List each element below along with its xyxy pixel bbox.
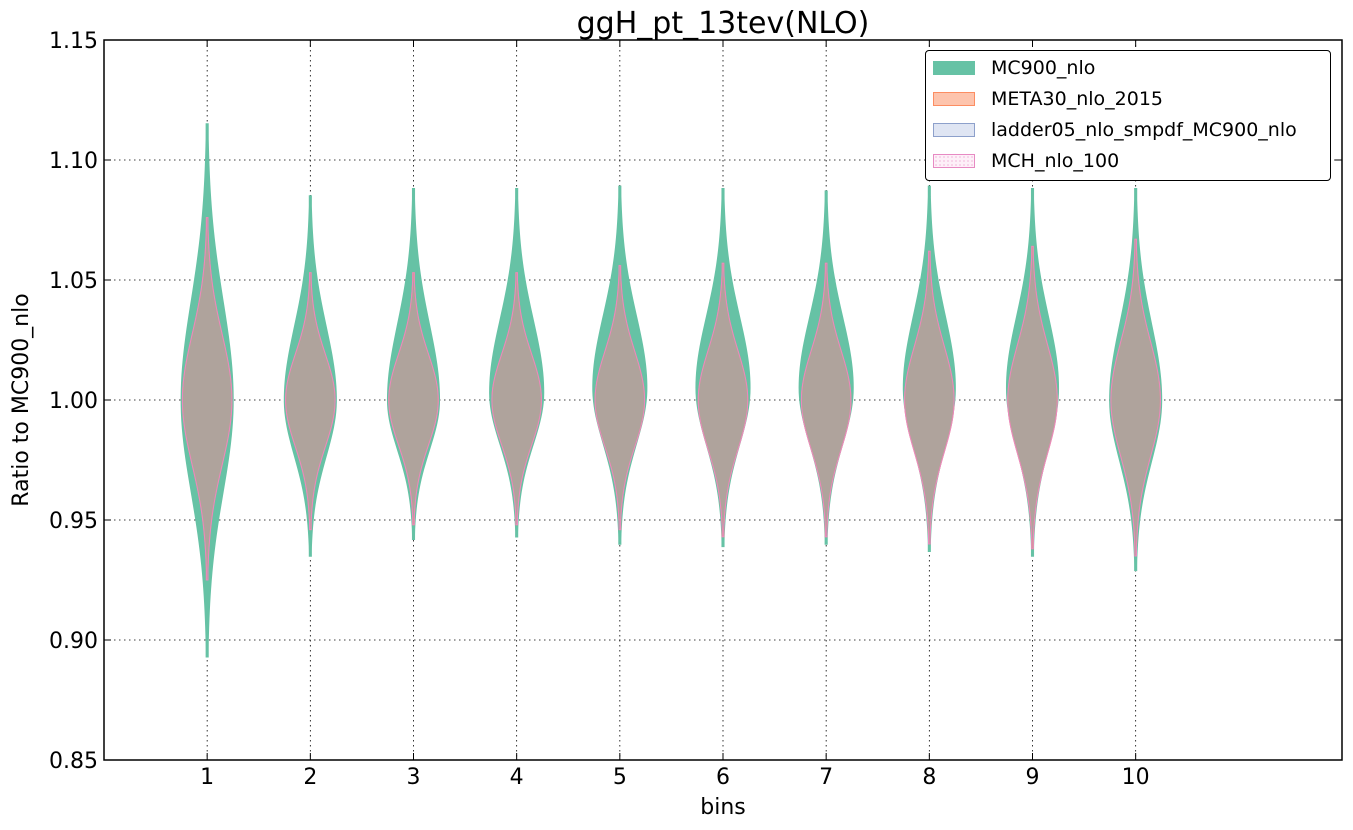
x-tick-label: 1 — [200, 765, 214, 790]
y-tick-label: 0.90 — [49, 629, 98, 654]
legend-label-mc900: MC900_nlo — [991, 57, 1096, 79]
violin-MCH_nlo_100-bin-7 — [800, 262, 852, 538]
violin-group — [180, 123, 1163, 658]
y-axis-label: Ratio to MC900_nlo — [9, 293, 34, 506]
legend-item-mch: MCH_nlo_100 — [933, 149, 1119, 173]
legend-item-mc900: MC900_nlo — [933, 56, 1095, 80]
legend-swatch-ladder05 — [933, 123, 975, 137]
y-tick-label: 1.15 — [49, 29, 98, 54]
x-tick-label: 10 — [1122, 765, 1150, 790]
chart-title: ggH_pt_13tev(NLO) — [577, 6, 870, 41]
legend: MC900_nlo META30_nlo_2015 ladder05_nlo_s… — [925, 50, 1331, 181]
violin-MCH_nlo_100-bin-1 — [181, 217, 233, 581]
violin-MCH_nlo_100-bin-5 — [594, 265, 646, 531]
violin-MCH_nlo_100-bin-9 — [1007, 245, 1058, 550]
violin-META30_nlo_2015-bin-8 — [904, 250, 955, 545]
violin-META30_nlo_2015-bin-2 — [285, 272, 336, 531]
x-axis-ticks: 1 2 3 4 5 6 7 8 9 10 — [200, 40, 1150, 790]
x-tick-label: 2 — [303, 765, 317, 790]
y-tick-label: 0.95 — [49, 509, 98, 534]
legend-label-ladder05: ladder05_nlo_smpdf_MC900_nlo — [991, 119, 1297, 141]
violin-MCH_nlo_100-bin-6 — [697, 262, 749, 538]
violin-MCH_nlo_100-bin-8 — [904, 250, 955, 545]
y-axis-ticks: 0.85 0.90 0.95 1.00 1.05 1.10 1.15 — [49, 29, 1342, 774]
x-tick-label: 3 — [407, 765, 421, 790]
violin-META30_nlo_2015-bin-9 — [1007, 245, 1058, 550]
x-tick-label: 9 — [1026, 765, 1040, 790]
violin-MCH_nlo_100-bin-4 — [491, 272, 542, 526]
legend-item-meta30: META30_nlo_2015 — [933, 87, 1163, 111]
x-axis-label: bins — [700, 795, 745, 820]
legend-swatch-meta30 — [933, 92, 975, 106]
violin-META30_nlo_2015-bin-4 — [491, 272, 542, 526]
x-tick-label: 4 — [510, 765, 524, 790]
legend-swatch-mc900 — [933, 61, 975, 75]
y-tick-label: 1.10 — [49, 149, 98, 174]
violin-MCH_nlo_100-bin-3 — [388, 272, 439, 526]
y-tick-label: 1.05 — [49, 269, 98, 294]
x-tick-label: 7 — [819, 765, 833, 790]
violin-MCH_nlo_100-bin-10 — [1110, 238, 1161, 557]
violin-MCH_nlo_100-bin-2 — [285, 272, 336, 531]
violin-META30_nlo_2015-bin-3 — [388, 272, 439, 526]
violin-META30_nlo_2015-bin-7 — [800, 262, 852, 538]
legend-label-meta30: META30_nlo_2015 — [991, 88, 1164, 110]
y-tick-label: 1.00 — [49, 389, 98, 414]
violin-META30_nlo_2015-bin-1 — [181, 217, 233, 581]
x-tick-label: 8 — [922, 765, 936, 790]
x-tick-label: 5 — [613, 765, 627, 790]
legend-item-ladder05: ladder05_nlo_smpdf_MC900_nlo — [933, 118, 1297, 142]
violin-META30_nlo_2015-bin-6 — [697, 262, 749, 538]
violin-META30_nlo_2015-bin-5 — [594, 265, 646, 531]
y-tick-label: 0.85 — [49, 749, 98, 774]
legend-label-mch: MCH_nlo_100 — [991, 150, 1120, 172]
violin-META30_nlo_2015-bin-10 — [1110, 238, 1161, 557]
x-tick-label: 6 — [716, 765, 730, 790]
legend-swatch-mch — [933, 154, 975, 168]
